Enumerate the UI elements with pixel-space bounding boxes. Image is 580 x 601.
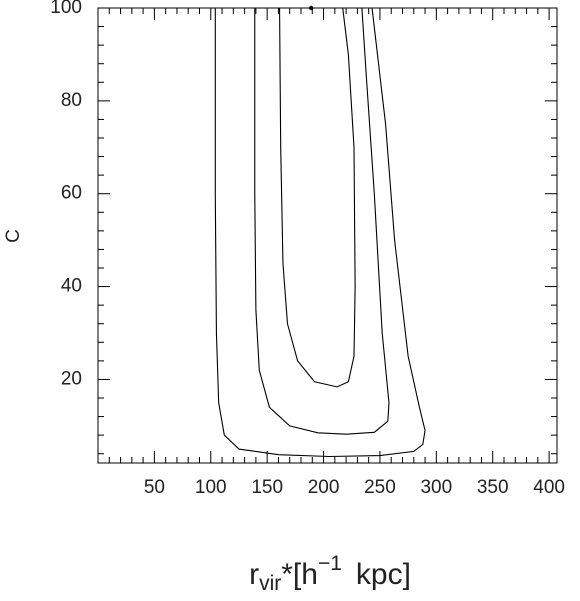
marker-point [308,5,314,11]
y-tick-label: 60 [61,183,82,204]
contour-line [254,7,390,435]
contour-line [279,7,356,388]
x-label-base: r [249,558,259,591]
y-axis-label: C [3,229,24,243]
contour-line [214,7,426,458]
x-tick-label: 350 [477,477,509,498]
x-axis-label: rvir*[h−1 kpc] [249,552,411,595]
x-tick-label: 200 [308,477,340,498]
x-label-sub: vir [259,572,281,595]
x-label-sup: −1 [318,552,342,575]
x-tick-label: 100 [195,477,227,498]
x-tick-label: 150 [251,477,283,498]
x-label-end: kpc] [356,558,411,591]
x-tick-label: 300 [420,477,452,498]
y-tick-label: 80 [61,90,82,111]
y-tick-label: 100 [50,0,82,18]
x-tick-label: 250 [364,477,396,498]
x-tick-label: 400 [533,477,565,498]
x-label-mid: *[h [281,558,318,591]
plot-frame [97,7,558,464]
x-tick-label: 50 [144,477,165,498]
y-tick-label: 20 [61,368,82,389]
y-tick-label: 40 [61,276,82,297]
